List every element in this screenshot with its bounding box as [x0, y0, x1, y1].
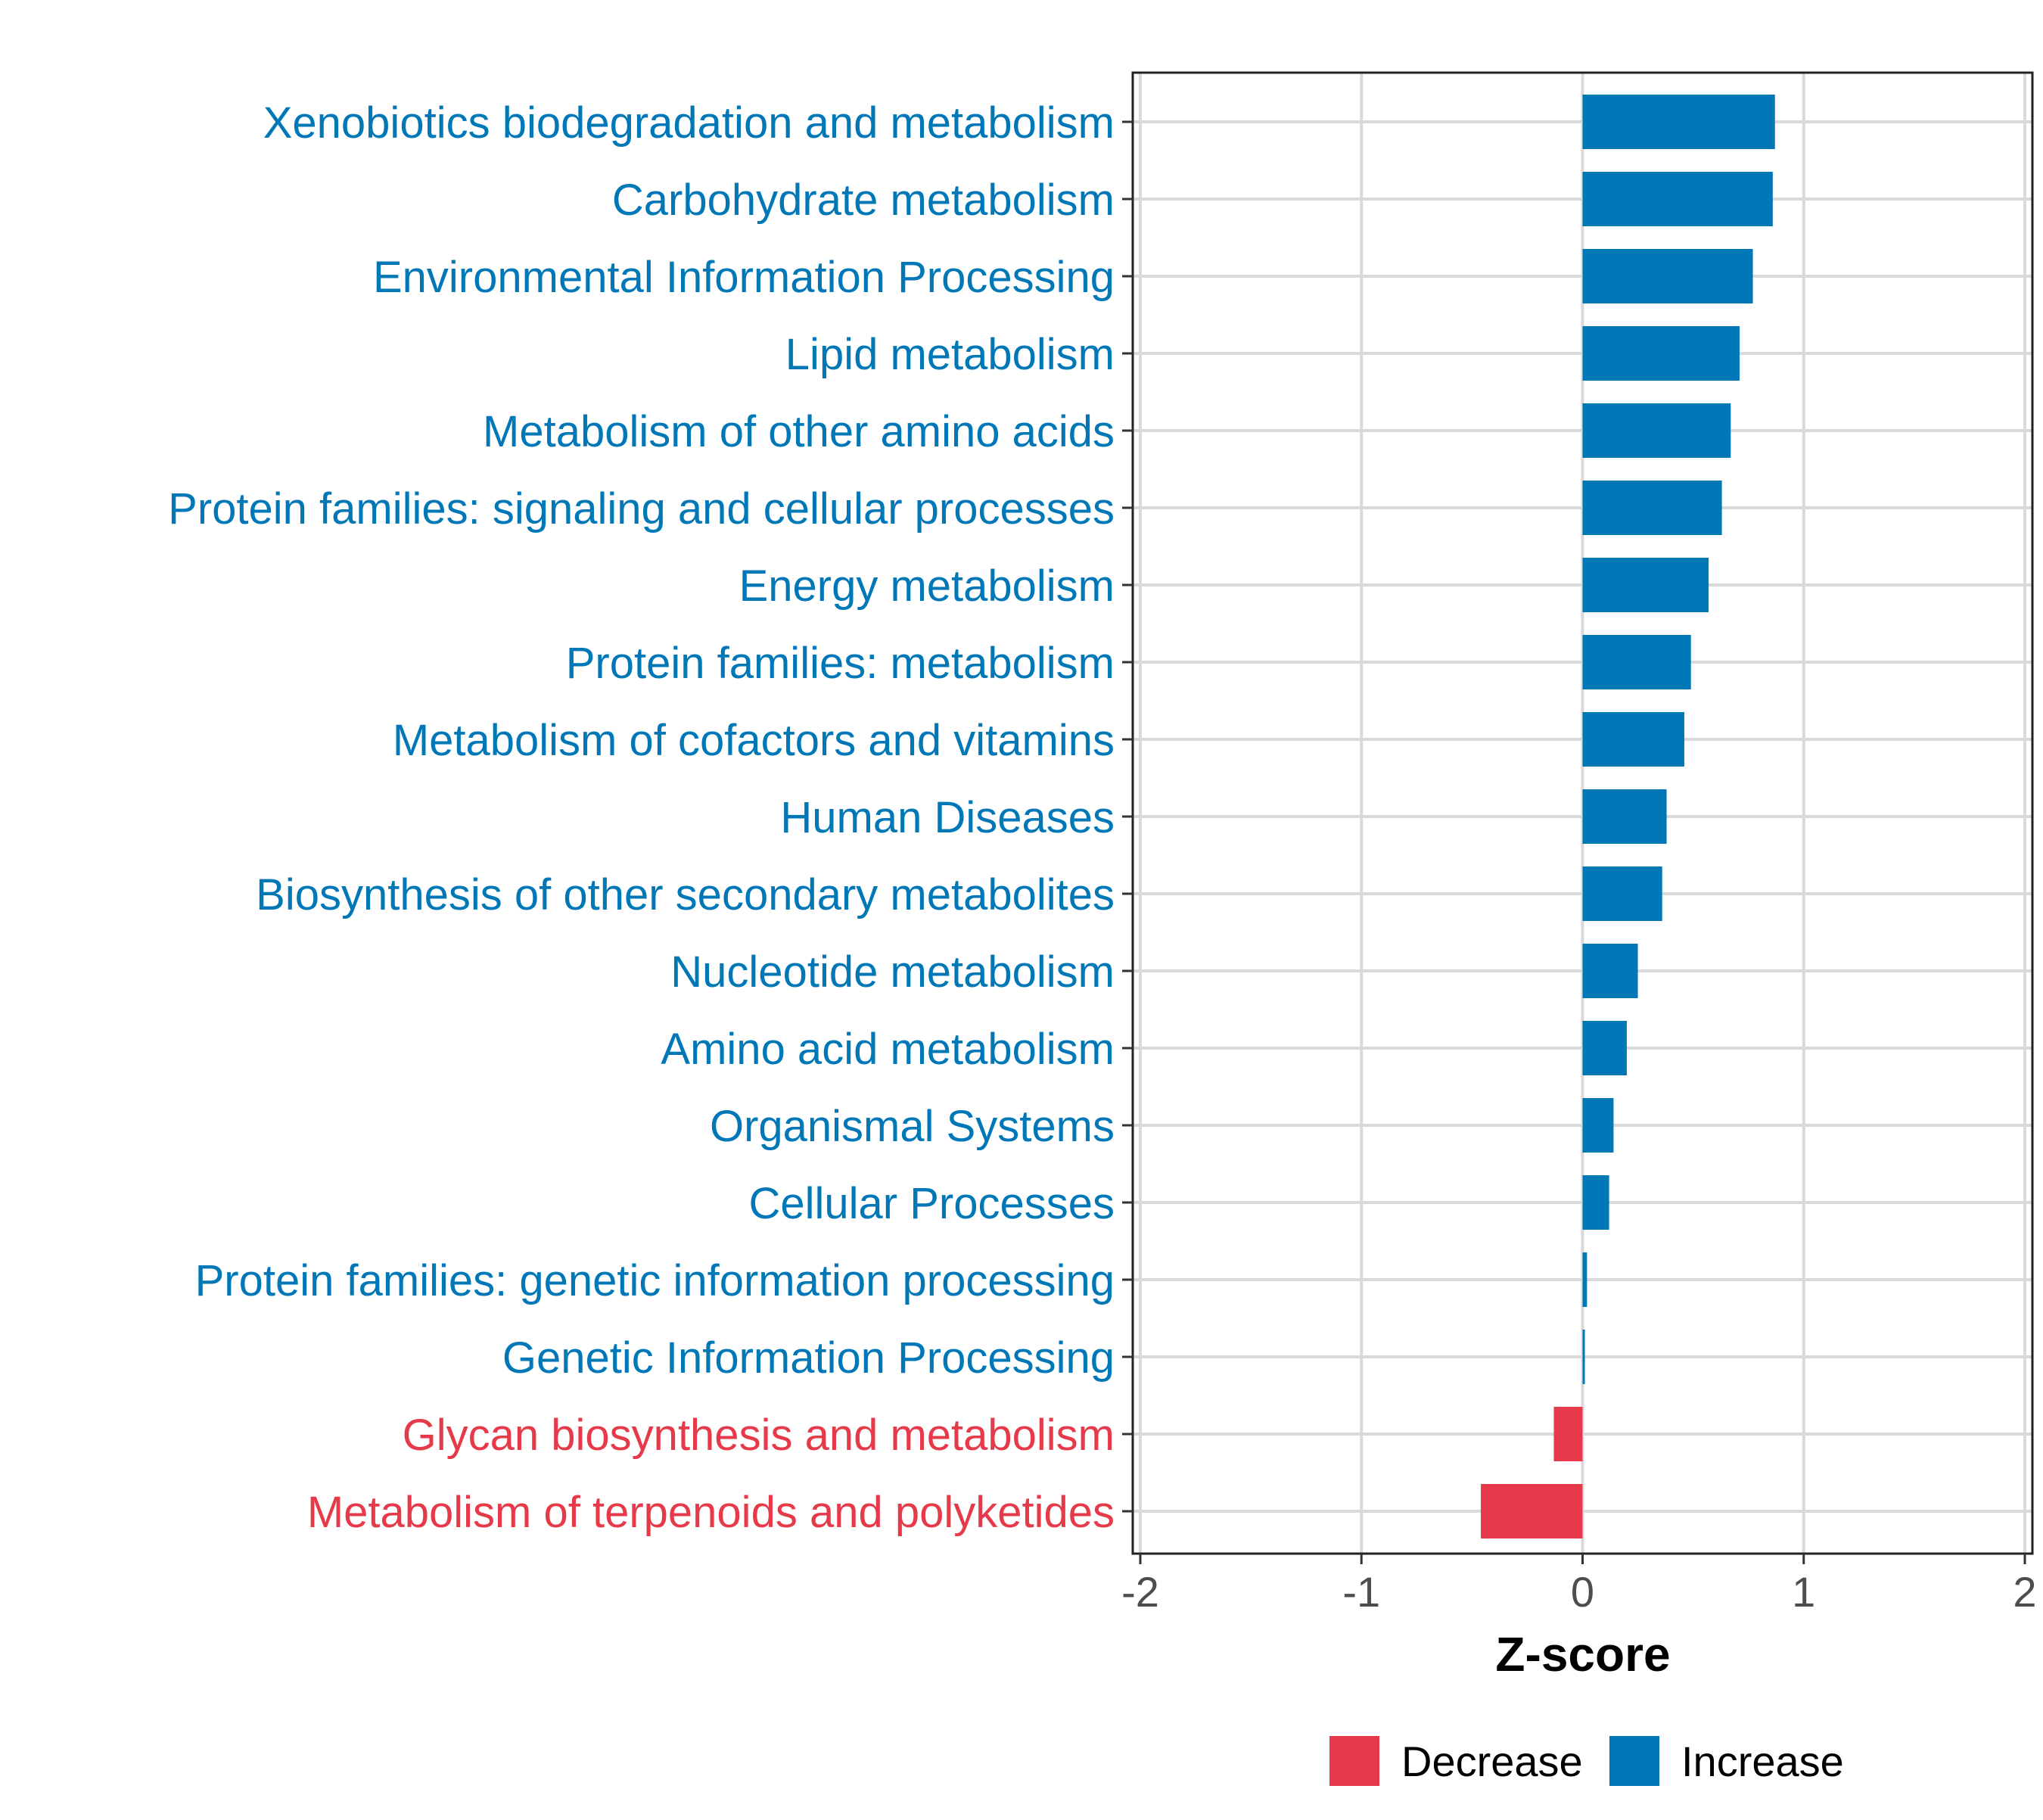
- y-tick-label: Biosynthesis of other secondary metaboli…: [256, 870, 1115, 919]
- legend-swatch: [1609, 1736, 1659, 1786]
- legend-label: Decrease: [1401, 1738, 1583, 1785]
- bar: [1582, 558, 1709, 612]
- y-tick-label: Glycan biosynthesis and metabolism: [403, 1411, 1115, 1460]
- x-tick-label: -1: [1342, 1568, 1380, 1616]
- bar: [1582, 481, 1722, 535]
- y-tick-label: Human Diseases: [780, 793, 1115, 842]
- y-tick-label: Amino acid metabolism: [661, 1025, 1115, 1074]
- y-tick-label: Xenobiotics biodegradation and metabolis…: [263, 98, 1115, 148]
- bar: [1582, 249, 1753, 303]
- y-tick-label: Environmental Information Processing: [373, 253, 1115, 302]
- bar: [1582, 403, 1731, 458]
- x-tick-label: -2: [1121, 1568, 1159, 1616]
- legend-label: Increase: [1681, 1738, 1844, 1785]
- bar: [1582, 1330, 1585, 1384]
- bar: [1582, 866, 1662, 921]
- y-tick-label: Metabolism of terpenoids and polyketides: [307, 1488, 1115, 1537]
- bar-layer: [1481, 95, 1775, 1538]
- x-axis: -2 -1 0 1 2: [1121, 1554, 2037, 1616]
- bar: [1553, 1407, 1583, 1461]
- y-tick-label: Carbohydrate metabolism: [612, 176, 1115, 225]
- bar: [1582, 789, 1667, 844]
- bar: [1582, 95, 1775, 149]
- y-tick-label: Metabolism of other amino acids: [483, 407, 1115, 456]
- y-tick-label: Lipid metabolism: [785, 330, 1115, 379]
- bar: [1582, 635, 1691, 689]
- x-tick-label: 0: [1571, 1568, 1594, 1616]
- y-tick-label: Organismal Systems: [710, 1102, 1115, 1151]
- x-tick-label: 1: [1792, 1568, 1815, 1616]
- bar: [1582, 1098, 1614, 1153]
- y-tick-label: Energy metabolism: [739, 562, 1115, 611]
- bar: [1582, 326, 1740, 381]
- y-tick-label: Protein families: metabolism: [566, 639, 1115, 688]
- bar: [1481, 1484, 1583, 1538]
- bar: [1582, 1175, 1609, 1230]
- bar: [1582, 1021, 1627, 1075]
- y-tick-label: Cellular Processes: [748, 1179, 1115, 1228]
- legend-swatch: [1329, 1736, 1379, 1786]
- y-tick-label: Genetic Information Processing: [502, 1333, 1115, 1383]
- y-tick-label: Nucleotide metabolism: [670, 947, 1115, 997]
- y-tick-label: Protein families: signaling and cellular…: [168, 484, 1115, 534]
- bar: [1582, 712, 1684, 767]
- y-tick-label: Protein families: genetic information pr…: [195, 1256, 1115, 1305]
- legend: Decrease Increase: [1329, 1736, 1844, 1786]
- bar: [1582, 944, 1638, 998]
- x-axis-title: Z-score: [1495, 1627, 1670, 1682]
- x-tick-label: 2: [2013, 1568, 2036, 1616]
- y-tick-label: Metabolism of cofactors and vitamins: [393, 716, 1115, 765]
- bar: [1582, 172, 1773, 226]
- y-axis: Xenobiotics biodegradation and metabolis…: [168, 98, 1133, 1537]
- bar: [1582, 1252, 1587, 1307]
